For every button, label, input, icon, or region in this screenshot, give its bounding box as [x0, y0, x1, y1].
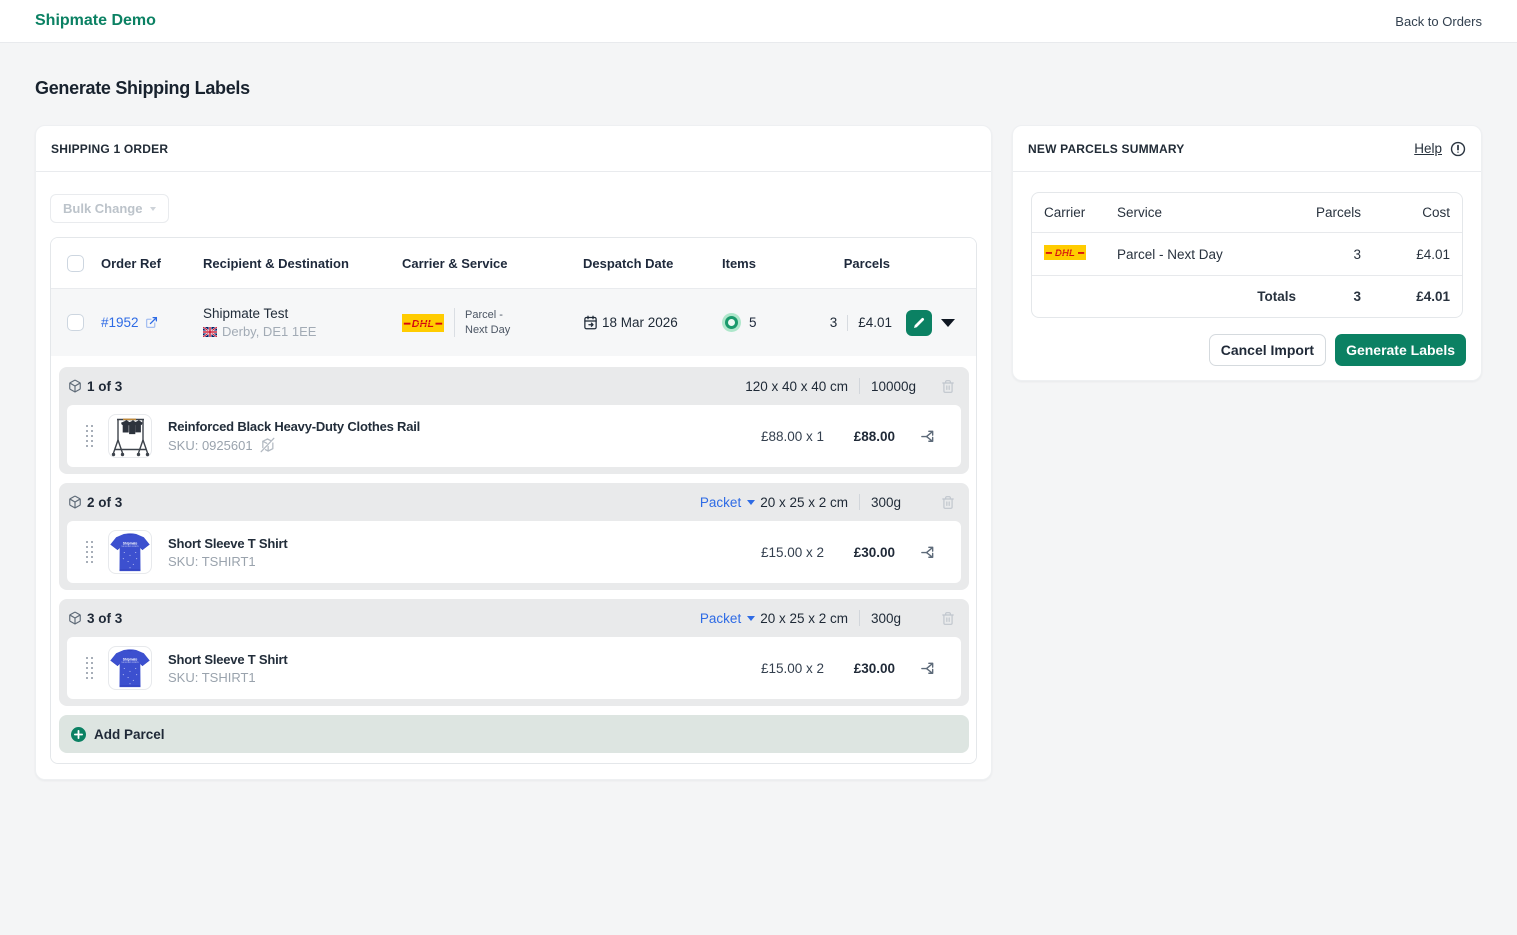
svg-text:THE DELIVERY EXPERTS: THE DELIVERY EXPERTS [121, 546, 138, 548]
svg-text:DHL: DHL [1055, 248, 1075, 259]
svg-text:THE DELIVERY EXPERTS: THE DELIVERY EXPERTS [121, 662, 138, 664]
svg-text:Shipmate: Shipmate [123, 658, 138, 662]
svg-text:DHL: DHL [412, 318, 434, 330]
svg-text:Shipmate: Shipmate [123, 542, 138, 546]
